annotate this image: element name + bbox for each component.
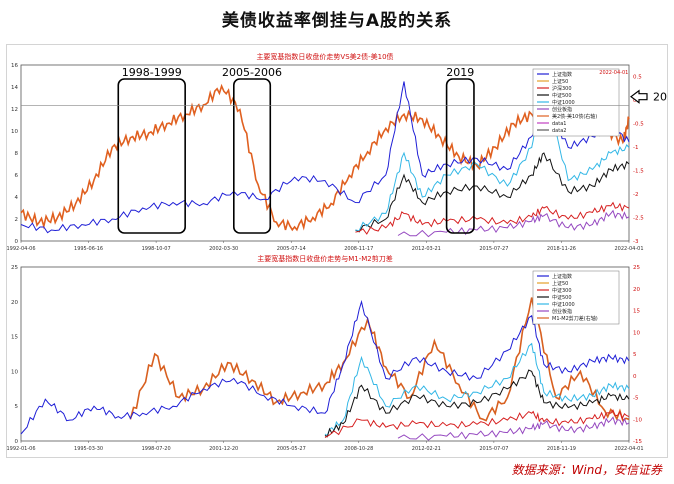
- left-tick-label: 5: [15, 404, 19, 410]
- x-tick-label: 2001-12-20: [209, 446, 238, 452]
- series-line-1-1: [20, 299, 630, 435]
- x-tick-label: 2012-02-21: [412, 446, 441, 452]
- right-tick-label: 15: [633, 309, 640, 315]
- left-tick-label: 16: [11, 63, 18, 69]
- series-line-0-3: [355, 85, 630, 232]
- legend-label: 上证50: [552, 78, 568, 85]
- legend-label: 沪深300: [552, 85, 572, 92]
- source-note: 数据来源：Wind，安信证券: [511, 463, 662, 477]
- legend-label: data2: [552, 128, 566, 134]
- chart-frame: 主要宽基指数日收盘价走势VS美2债-美10债 0 2 4 6 8 10 12 14 16 0.5 0 -…: [6, 44, 668, 458]
- x-tick-label: 1992-01-06: [7, 446, 36, 452]
- series-line-0-4: [355, 201, 630, 235]
- series-line-0-2: [355, 152, 630, 233]
- right-tick-label: -5: [633, 396, 639, 402]
- legend-label: 美2债-美10债(右轴): [552, 113, 597, 120]
- series-line-1-4: [324, 409, 630, 438]
- highlight-box: [117, 78, 186, 234]
- x-tick-label: 2018-11-19: [547, 446, 576, 452]
- right-tick-label: -15: [633, 439, 642, 445]
- series-line-1-3: [324, 369, 630, 438]
- x-tick-label: 2022-04-01: [614, 446, 643, 452]
- legend-label: 创业板指: [552, 308, 572, 315]
- left-tick-label: 12: [11, 107, 18, 113]
- x-tick-label: 2008-10-28: [344, 446, 373, 452]
- right-tick-label: -1.5: [633, 169, 644, 175]
- legend-label: M1-M2剪刀差(右轴): [552, 315, 598, 322]
- left-tick-label: 8: [15, 151, 19, 157]
- legend-label: 中证500: [552, 294, 572, 301]
- left-tick-label: 15: [11, 335, 18, 341]
- x-tick-label: 2005-07-14: [277, 246, 306, 252]
- x-tick-label: 1998-07-20: [142, 446, 171, 452]
- right-tick-label: -2: [633, 192, 638, 198]
- highlight-box: [445, 78, 475, 234]
- legend-label: data1: [552, 121, 566, 127]
- right-tick-label: -3: [633, 239, 639, 245]
- x-tick-label: 2002-03-30: [209, 246, 238, 252]
- arrow-icon: [630, 89, 648, 104]
- x-tick-label: 1998-10-07: [142, 246, 171, 252]
- x-tick-label: 1995-06-16: [74, 246, 103, 252]
- series-line-1-2: [324, 342, 630, 437]
- left-tick-label: 0: [15, 439, 19, 445]
- right-tick-label: 5: [633, 352, 637, 358]
- x-tick-label: 2012-03-21: [412, 246, 441, 252]
- left-tick-label: 6: [15, 173, 19, 179]
- legend-label: 中证300: [552, 287, 572, 294]
- right-tick-label: -2.5: [633, 216, 644, 222]
- annotation-label: 2022: [653, 91, 667, 104]
- annotation-label: 2005-2006: [222, 66, 282, 79]
- series-line-1-5: [397, 416, 630, 441]
- left-tick-label: 25: [11, 265, 18, 271]
- chart-title-1: 主要宽基指数日收盘价走势与M1-M2剪刀差: [257, 254, 393, 263]
- page-title: 美债收益率倒挂与A股的关系: [221, 11, 453, 31]
- left-tick-label: 0: [15, 239, 19, 245]
- annotation-label: 2019: [446, 66, 474, 79]
- annotation-label: 1998-1999: [122, 66, 182, 79]
- x-tick-label: 2015-07-07: [479, 446, 508, 452]
- right-tick-label: 10: [633, 330, 640, 336]
- right-tick-label: 25: [633, 265, 640, 271]
- date-marker-label: 2022-04-01: [599, 70, 628, 76]
- legend-label: 中证1000: [552, 301, 575, 308]
- x-tick-label: 2015-07-27: [479, 246, 508, 252]
- left-tick-label: 14: [11, 85, 18, 91]
- legend-label: 上证指数: [552, 273, 572, 280]
- right-tick-label: 0: [633, 374, 637, 380]
- right-tick-label: 0.5: [633, 75, 642, 81]
- legend-label: 中证1000: [552, 99, 575, 106]
- legend-label: 上证指数: [552, 71, 572, 78]
- x-tick-label: 1992-04-06: [7, 246, 36, 252]
- x-tick-label: 2022-04-01: [614, 246, 643, 252]
- right-tick-label: -0.5: [633, 122, 644, 128]
- x-tick-label: 2008-11-17: [344, 246, 373, 252]
- right-tick-label: -1: [633, 145, 638, 151]
- x-tick-label: 1995-03-30: [74, 446, 103, 452]
- chart-canvas: 主要宽基指数日收盘价走势VS美2债-美10债 0 2 4 6 8 10 12 14 16 0.5 0 -…: [7, 52, 667, 452]
- right-tick-label: 0: [633, 98, 637, 104]
- left-tick-label: 2: [15, 217, 19, 223]
- right-tick-label: 20: [633, 287, 640, 293]
- series-line-0-5: [397, 209, 630, 238]
- legend-label: 上证50: [552, 280, 568, 287]
- plot-area-1: [20, 266, 630, 442]
- left-tick-label: 10: [11, 369, 18, 375]
- chart-title-0: 主要宽基指数日收盘价走势VS美2债-美10债: [256, 52, 393, 61]
- right-tick-label: -10: [633, 417, 642, 423]
- left-tick-label: 4: [15, 195, 19, 201]
- highlight-box: [233, 78, 272, 234]
- left-tick-label: 10: [11, 129, 18, 135]
- legend-label: 创业板指: [552, 106, 572, 113]
- legend-label: 中证500: [552, 92, 572, 99]
- x-tick-label: 2005-05-27: [277, 446, 306, 452]
- left-tick-label: 20: [11, 300, 18, 306]
- x-tick-label: 2018-11-26: [547, 246, 576, 252]
